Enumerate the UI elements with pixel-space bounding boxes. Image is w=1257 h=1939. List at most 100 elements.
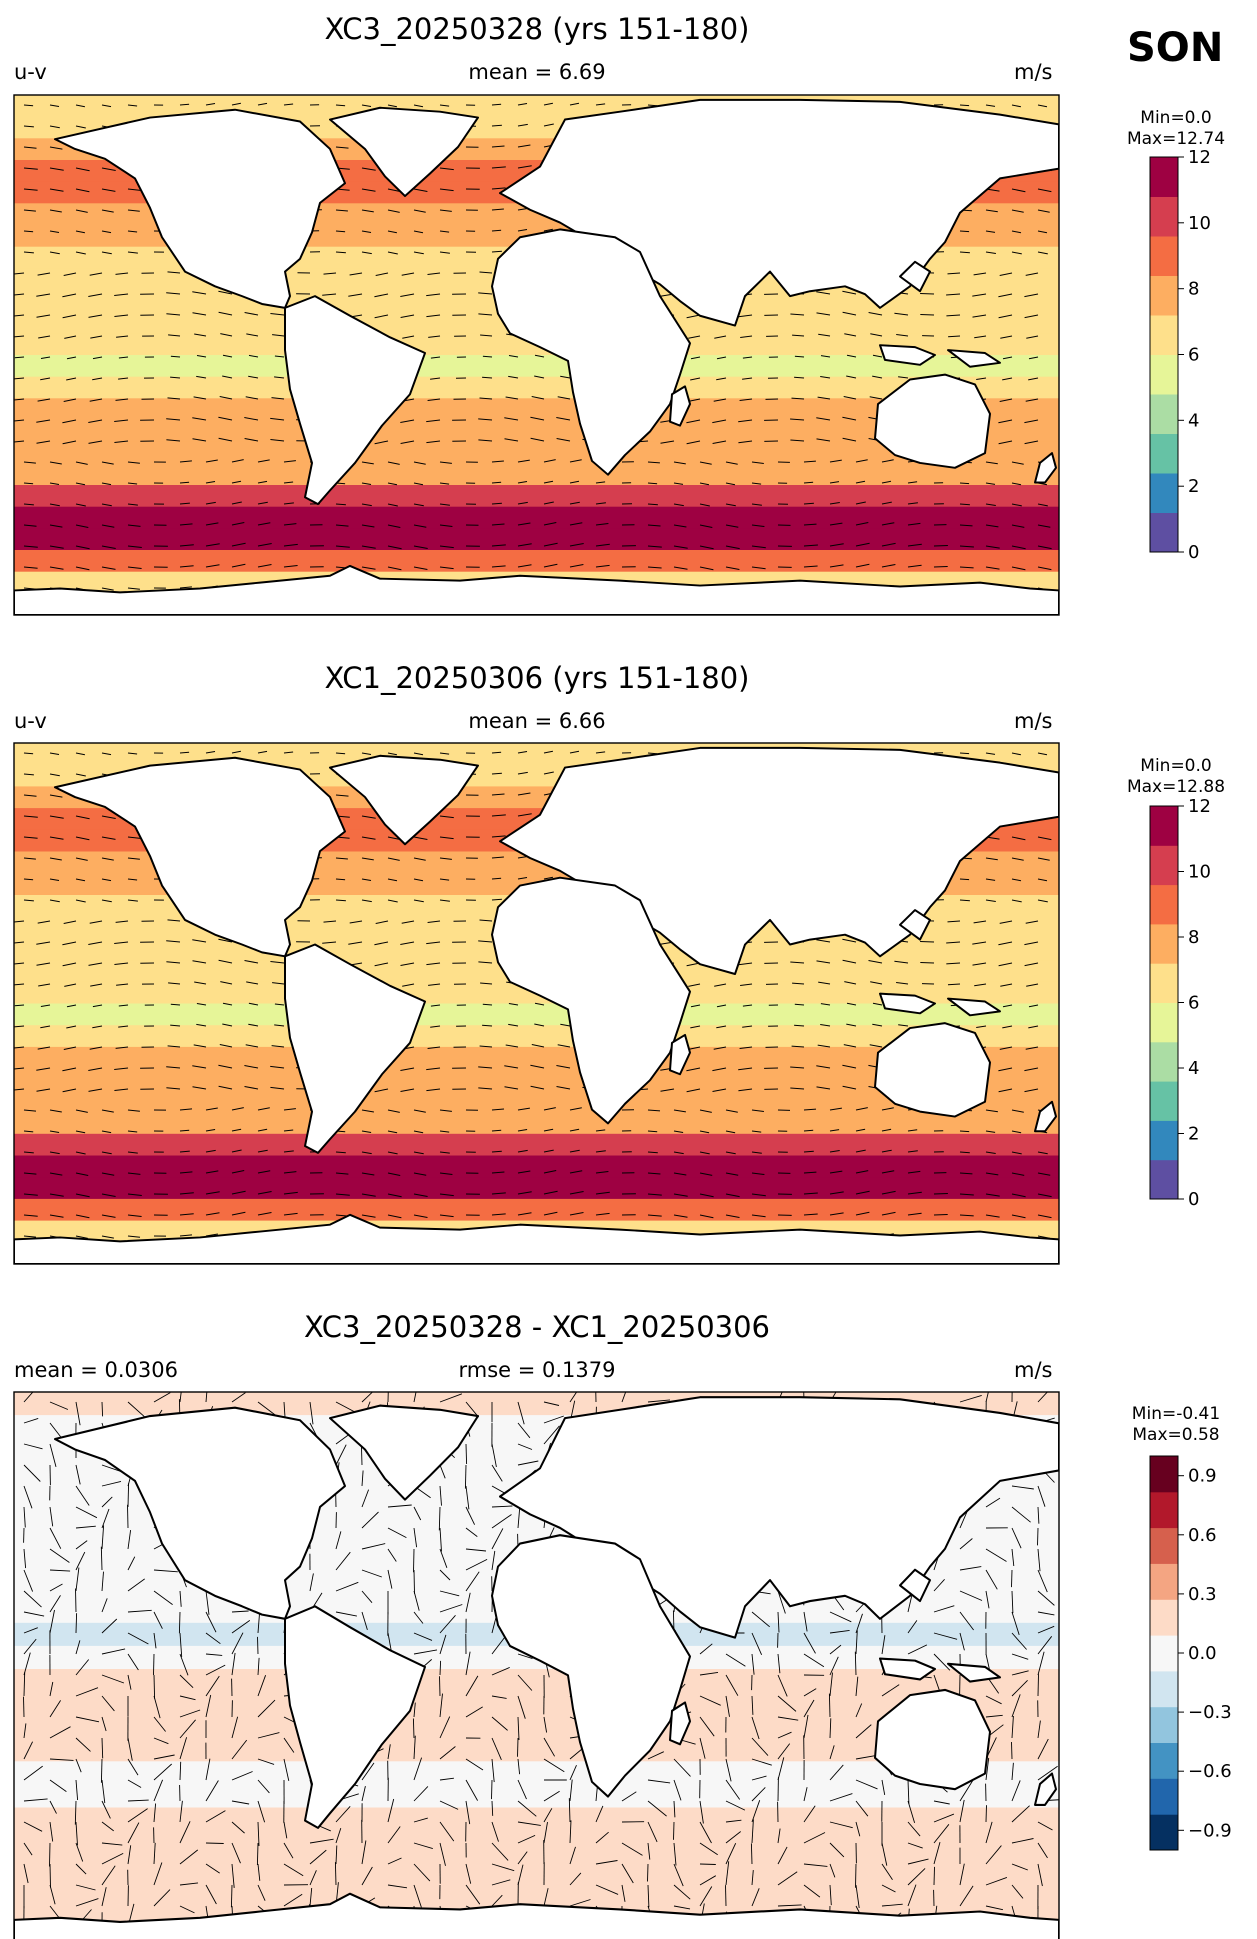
panel-3-min-label: Min=-0.41 [1131,1404,1221,1424]
colorbar-segment [1150,354,1178,395]
panel-1-colorbar: 0 2 4 6 8 10 12 [1149,147,1211,563]
colorbar-tick-label: 2 [1188,1124,1199,1145]
colorbar-tick-label: 4 [1188,1058,1199,1079]
field-band [14,1198,1059,1222]
field-band [14,1853,1059,1878]
colorbar-segment [1150,1706,1178,1743]
field-band [14,1784,1059,1809]
field-band [14,1715,1059,1739]
panel-1-map [13,94,1060,616]
panel-3-mean-label: mean = 0.0306 [14,1358,178,1382]
colorbar-tick-label: 0.0 [1188,1643,1217,1664]
field-band [14,1090,1059,1113]
colorbar-segment [1150,315,1178,355]
field-band [14,1830,1059,1855]
panel-2-units-label: m/s [1014,709,1053,733]
colorbar-segment [1150,1814,1178,1851]
panel-3-rmse-label: rmse = 0.1379 [458,1358,616,1382]
colorbar-segment [1150,394,1178,434]
colorbar-tick-label: 0.6 [1188,1525,1217,1546]
panel-1-title: XC3_20250328 (yrs 151-180) [324,12,750,46]
colorbar-segment [1150,1527,1178,1564]
colorbar-tick-label: 2 [1188,476,1199,497]
colorbar-tick-label: 8 [1188,927,1199,948]
field-band [14,1669,1059,1693]
colorbar-segment [1150,196,1178,237]
field-band [14,1112,1059,1135]
colorbar-segment [1150,923,1178,964]
colorbar-segment [1150,845,1178,886]
field-band [14,1738,1059,1762]
colorbar-segment [1150,1778,1178,1815]
colorbar-segment [1150,275,1178,316]
colorbar-tick-label: 0 [1188,542,1199,563]
colorbar-tick-label: −0.9 [1188,1820,1232,1841]
colorbar-tick-label: 6 [1188,993,1199,1014]
colorbar-segment [1150,1563,1178,1600]
colorbar-segment [1150,473,1178,513]
field-band [14,1761,1059,1785]
colorbar-segment [1150,1491,1178,1529]
field-band [14,1133,1059,1157]
panel-2-map [13,742,1060,1265]
colorbar-tick-label: 0.9 [1188,1466,1217,1487]
panel-1-min-label: Min=0.0 [1140,108,1212,128]
panel-1-field [14,95,1059,615]
panel-1-max-label: Max=12.74 [1126,129,1226,149]
panel-1-frame [13,94,1060,616]
colorbar-segment [1150,1742,1178,1779]
colorbar-tick-label: 8 [1188,279,1199,300]
colorbar-tick-label: 0 [1188,1189,1199,1210]
panel-1-variable-label: u-v [14,60,47,84]
colorbar-tick-label: −0.6 [1188,1761,1232,1782]
colorbar-segment [1150,157,1178,197]
colorbar-segment [1150,433,1178,474]
panel-2-max-label: Max=12.88 [1126,777,1226,797]
colorbar-segment [1150,1002,1178,1043]
field-band [14,528,1059,551]
field-band [14,398,1059,421]
panel-2-variable-label: u-v [14,709,47,733]
colorbar-segment [1150,1635,1178,1672]
field-band [14,550,1059,573]
panel-1-mean-label: mean = 6.69 [468,60,606,84]
field-band [14,441,1059,464]
colorbar-segment [1150,1670,1178,1708]
colorbar-tick-label: 6 [1188,345,1199,366]
panel-2-frame [13,742,1060,1265]
panel-2-mean-label: mean = 6.66 [468,709,606,733]
panel-3-map [13,1391,1060,1939]
colorbar-tick-label: 10 [1188,862,1211,883]
field-band [14,1177,1059,1200]
field-band [14,1046,1059,1070]
panel-3-field [14,1392,1059,1939]
colorbar-segment [1150,1081,1178,1121]
panel-2-title: XC1_20250306 (yrs 151-180) [324,661,750,695]
panel-1-units-label: m/s [1014,60,1053,84]
colorbar-tick-label: 12 [1188,147,1211,168]
colorbar-segment [1150,963,1178,1003]
season-label: SON [1127,25,1224,71]
panel-3-max-label: Max=0.58 [1132,1425,1220,1445]
field-band [14,1692,1059,1716]
colorbar-segment [1150,1159,1178,1200]
panel-3-colorbar: −0.9 −0.6 −0.3 0.0 0.3 0.6 0.9 [1149,1455,1232,1851]
panel-3-units-label: m/s [1014,1358,1053,1382]
field-band [14,506,1059,529]
field-band [14,1068,1059,1091]
panel-2-colorbar: 0 2 4 6 8 10 12 [1149,796,1211,1210]
colorbar-segment [1150,512,1178,553]
field-band [14,420,1059,443]
colorbar-segment [1150,1456,1178,1493]
field-band [14,1807,1059,1832]
colorbar-tick-label: 4 [1188,410,1199,431]
field-band [14,376,1059,399]
colorbar-tick-label: −0.3 [1188,1702,1232,1723]
colorbar-segment [1150,1599,1178,1636]
field-band [14,355,1059,378]
field-band [14,1025,1059,1048]
colorbar-segment [1150,884,1178,925]
panel-3-frame [13,1391,1060,1939]
panel-3-title: XC3_20250328 - XC1_20250306 [303,1310,771,1344]
